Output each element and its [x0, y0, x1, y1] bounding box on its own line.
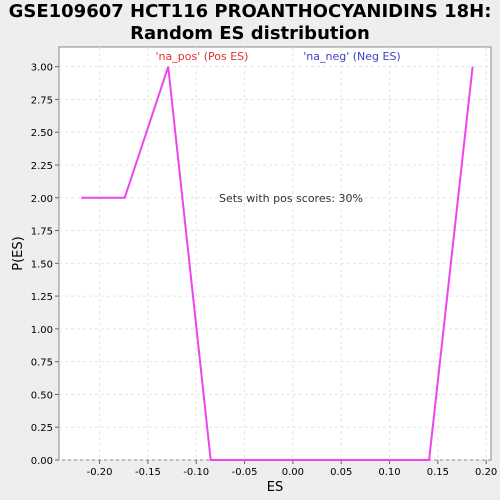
x-tick-label: -0.05: [232, 467, 258, 478]
y-tick-label: 2.50: [31, 128, 53, 139]
y-tick-label: 0.50: [31, 390, 53, 401]
x-tick-label: 0.00: [282, 467, 304, 478]
series-line: [81, 66, 474, 461]
chart-title-line2: Random ES distribution: [130, 23, 370, 44]
y-tick-label: 2.25: [31, 161, 53, 172]
y-tick-label: 1.50: [31, 259, 53, 270]
chart-title-line1: GSE109607 HCT116 PROANTHOCYANIDINS 18H:: [8, 1, 492, 22]
x-tick-label: -0.20: [87, 467, 113, 478]
y-tick-label: 3.00: [31, 63, 53, 74]
y-tick-label: 0.75: [31, 358, 53, 369]
series-group: [81, 66, 474, 461]
x-tick-label: 0.10: [378, 467, 400, 478]
y-axis-label: P(ES): [11, 236, 26, 270]
y-tick-label: 0.00: [31, 456, 53, 467]
y-tick-label: 0.25: [31, 423, 53, 434]
y-tick-label: 1.00: [31, 325, 53, 336]
x-axis: -0.20 -0.15 -0.10 -0.05 0.00 0.05 0.10 0.15 0.20: [87, 460, 497, 478]
x-tick-label: 0.20: [475, 467, 497, 478]
y-axis: 0.00 0.25 0.50 0.75 1.00 1.25 1.50 1.75 2.00 2.25…: [31, 63, 59, 467]
plot-area: [58, 46, 492, 461]
legend-neg-label: 'na_neg' (Neg ES): [303, 50, 400, 63]
y-tick-label: 2.00: [31, 194, 53, 205]
x-tick-label: -0.15: [135, 467, 161, 478]
y-tick-label: 2.75: [31, 95, 53, 106]
x-axis-label: ES: [267, 480, 283, 495]
y-tick-label: 1.25: [31, 292, 53, 303]
x-tick-label: -0.10: [183, 467, 209, 478]
legend-pos-label: 'na_pos' (Pos ES): [156, 50, 249, 63]
y-tick-label: 1.75: [31, 227, 53, 238]
grid-lines: [59, 47, 491, 461]
x-tick-label: 0.15: [427, 467, 449, 478]
x-tick-label: 0.05: [330, 467, 352, 478]
pos-score-annotation: Sets with pos scores: 30%: [219, 192, 363, 205]
